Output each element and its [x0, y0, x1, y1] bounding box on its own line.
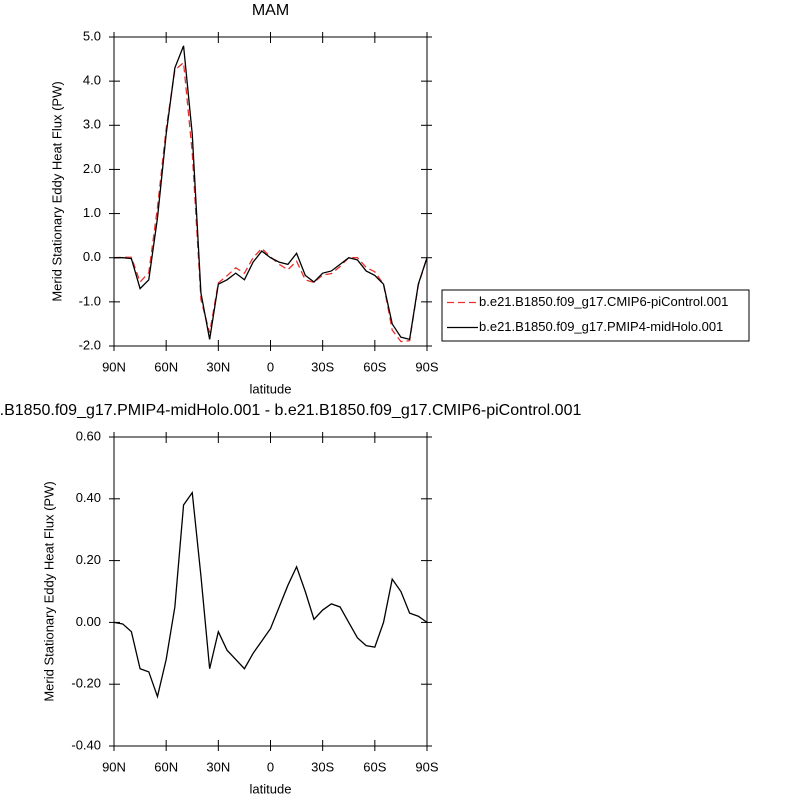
x-tick-label: 90S: [415, 759, 438, 774]
x-tick-label: 60N: [154, 759, 178, 774]
x-tick-label: 90N: [102, 359, 126, 374]
data-line: [113, 490, 428, 699]
y-tick-label: -0.40: [71, 737, 101, 752]
x-tick-label: 0: [267, 759, 274, 774]
x-tick-label: 30S: [311, 759, 334, 774]
y-axis-label: Merid Stationary Eddy Heat Flux (PW): [41, 481, 56, 701]
y-tick-label: 0.00: [76, 614, 101, 629]
y-tick-label: -1.0: [79, 293, 101, 308]
y-tick-label: 2.0: [83, 161, 101, 176]
y-tick-label: -0.20: [71, 676, 101, 691]
y-tick-label: -2.0: [79, 337, 101, 352]
legend-label: b.e21.B1850.f09_g17.CMIP6-piControl.001: [479, 294, 728, 309]
chart-title: b.e21.B1850.f09_g17.PMIP4-midHolo.001 - …: [0, 402, 581, 419]
x-tick-label: 30S: [311, 359, 334, 374]
plot-frame: [113, 36, 428, 347]
data-line: [114, 45, 428, 341]
x-tick-label: 60N: [154, 359, 178, 374]
x-tick-label: 0: [267, 359, 274, 374]
y-tick-label: 0.20: [76, 552, 101, 567]
y-tick-label: 3.0: [83, 117, 101, 132]
y-tick-label: 5.0: [83, 28, 101, 43]
x-tick-label: 90S: [415, 359, 438, 374]
x-axis-label: latitude: [250, 781, 292, 796]
data-line: [113, 61, 428, 343]
y-tick-label: 0.40: [76, 490, 101, 505]
legend-box: [441, 289, 750, 342]
x-tick-label: 60S: [363, 759, 386, 774]
y-tick-label: 4.0: [83, 73, 101, 88]
x-tick-label: 60S: [363, 359, 386, 374]
plot-frame: [113, 436, 428, 747]
x-tick-label: 30N: [206, 359, 230, 374]
x-tick-label: 30N: [206, 759, 230, 774]
x-axis-label: latitude: [250, 381, 292, 396]
y-tick-label: 0.0: [83, 249, 101, 264]
chart-title: MAM: [252, 2, 289, 19]
y-tick-label: 1.0: [83, 205, 101, 220]
y-tick-label: 0.60: [76, 428, 101, 443]
legend-label: b.e21.B1850.f09_g17.PMIP4-midHolo.001: [479, 319, 723, 334]
x-tick-label: 90N: [102, 759, 126, 774]
y-axis-label: Merid Stationary Eddy Heat Flux (PW): [49, 81, 64, 301]
